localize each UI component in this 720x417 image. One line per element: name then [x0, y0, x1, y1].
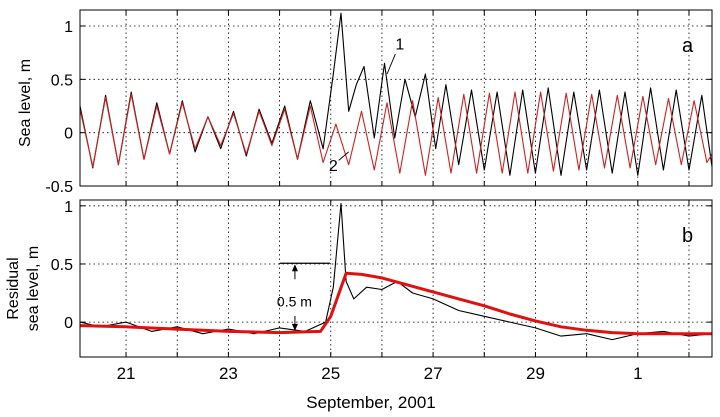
x-tick-label: 1 — [633, 364, 642, 383]
series-line-a-2 — [80, 91, 712, 176]
x-tick-label: 25 — [321, 364, 340, 383]
series-callout-line — [338, 151, 349, 161]
series-callout-label: 2 — [329, 158, 338, 175]
y-ticks-b: 00.51 — [51, 199, 712, 332]
y-axis-label-b-line1: Residual — [5, 257, 22, 319]
scale-bar-label: 0.5 m — [277, 294, 312, 310]
y-axis-label-b-line2: sea level, m — [25, 246, 42, 331]
y-tick-label-a: 1 — [64, 19, 73, 36]
y-tick-label-b: 0 — [64, 315, 73, 332]
series-line-b-smoothed — [80, 271, 712, 336]
y-axis-label-a: Sea level, m — [17, 59, 34, 147]
y-tick-label-b: 1 — [64, 199, 73, 216]
y-ticks-a: -0.5 0 0.5 1 — [45, 10, 712, 196]
y-axis-label-b-group: Residual sea level, m — [5, 246, 42, 331]
y-tick-label-a: 0 — [64, 126, 73, 143]
grid-b — [80, 200, 712, 357]
x-tick-label: 21 — [117, 364, 136, 383]
series-line-a-1 — [80, 12, 712, 176]
series-line-b-residual — [80, 202, 712, 341]
y-tick-label-a: -0.5 — [45, 179, 73, 196]
series-group-a — [80, 12, 712, 176]
y-axis-label-a-group: Sea level, m — [17, 59, 34, 147]
series-group-b — [80, 202, 712, 341]
plot-frame-b — [79, 199, 713, 358]
x-axis-label: September, 2001 — [306, 393, 435, 412]
scale-bar-arrowhead-up — [291, 264, 298, 272]
y-tick-label-b: 0.5 — [51, 257, 73, 274]
x-tick-label: 29 — [526, 364, 545, 383]
scale-bar-arrowhead-down — [291, 323, 298, 331]
y-tick-label-a: 0.5 — [51, 72, 73, 89]
annotations-a: 12 — [329, 36, 405, 175]
annotations-b: 0.5 m — [277, 262, 330, 331]
x-ticks-b: 21 23 25 27 29 1 — [117, 200, 690, 383]
series-callout-line — [386, 53, 396, 75]
panel-label-a: a — [682, 35, 694, 57]
panel-b: 00.51 Residual sea level, m b 21 23 25 27 29… — [5, 199, 713, 412]
panel-a: -0.500.51 Sea level, m a 12 — [17, 9, 713, 196]
panel-label-b: b — [682, 225, 693, 247]
plot-frame-a — [79, 9, 713, 187]
x-tick-label: 27 — [424, 364, 443, 383]
x-tick-label: 23 — [219, 364, 238, 383]
series-callout-label: 1 — [395, 36, 404, 53]
